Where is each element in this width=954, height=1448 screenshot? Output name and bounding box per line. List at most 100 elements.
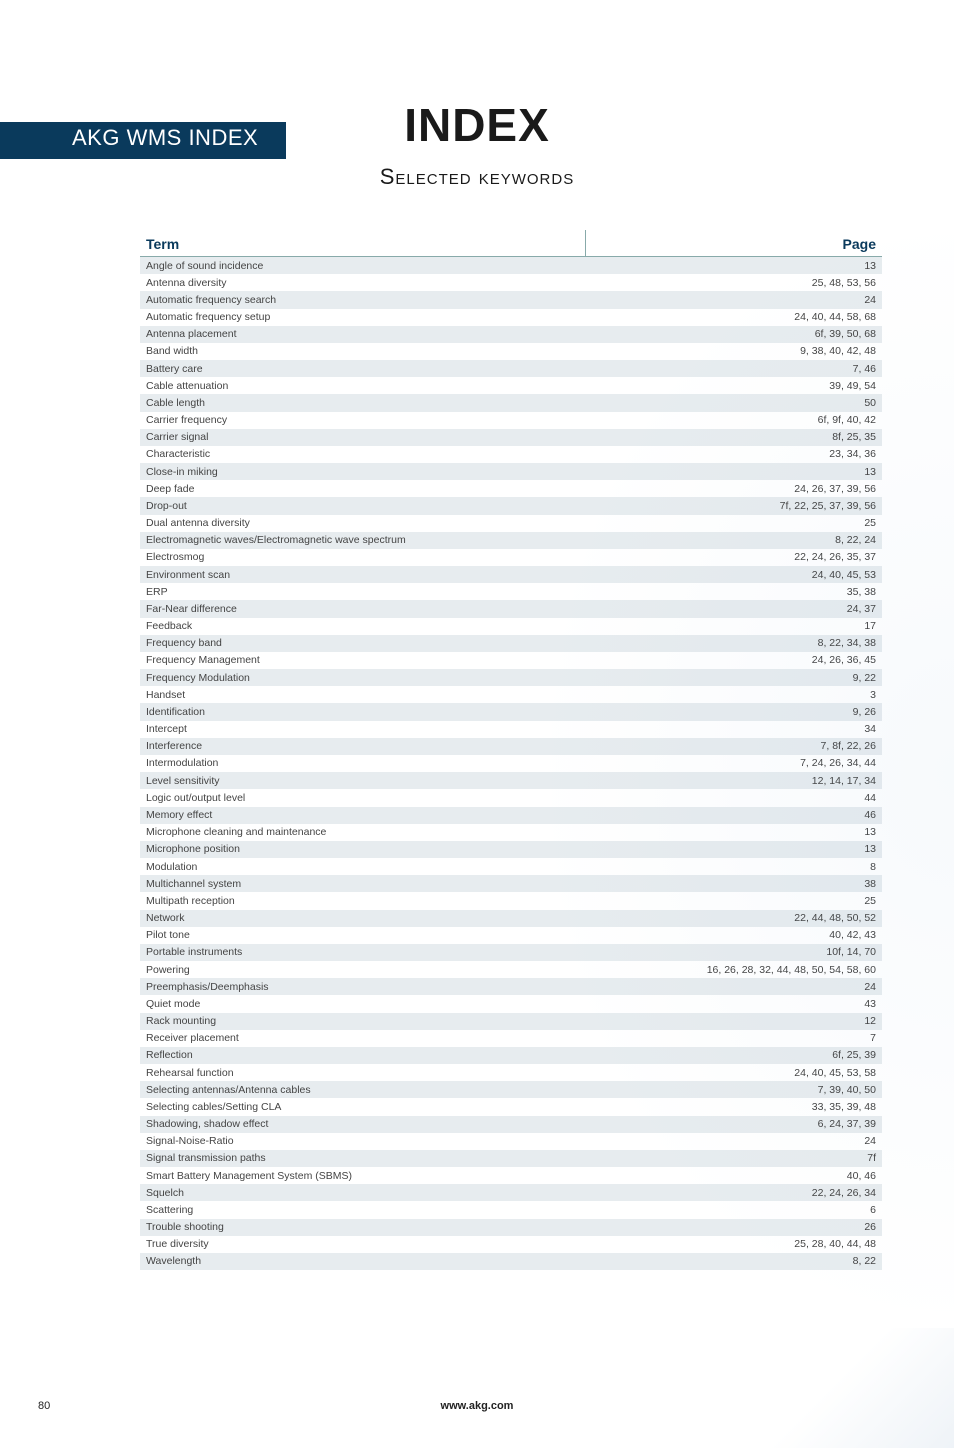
table-row: Signal-Noise-Ratio24 (140, 1133, 882, 1150)
term-cell: Drop-out (140, 497, 585, 514)
page-cell: 8, 22, 24 (585, 532, 882, 549)
term-cell: Signal-Noise-Ratio (140, 1133, 585, 1150)
table-row: Carrier frequency6f, 9f, 40, 42 (140, 412, 882, 429)
term-cell: Identification (140, 703, 585, 720)
table-row: Smart Battery Management System (SBMS)40… (140, 1167, 882, 1184)
table-row: Electrosmog22, 24, 26, 35, 37 (140, 549, 882, 566)
table-row: Trouble shooting26 (140, 1219, 882, 1236)
term-cell: Frequency Management (140, 652, 585, 669)
table-row: Logic out/output level44 (140, 789, 882, 806)
table-row: Frequency Management24, 26, 36, 45 (140, 652, 882, 669)
table-row: Shadowing, shadow effect6, 24, 37, 39 (140, 1116, 882, 1133)
term-cell: Rack mounting (140, 1013, 585, 1030)
page-cell: 6 (585, 1201, 882, 1218)
page-cell: 22, 44, 48, 50, 52 (585, 910, 882, 927)
table-row: Pilot tone40, 42, 43 (140, 927, 882, 944)
page-cell: 6, 24, 37, 39 (585, 1116, 882, 1133)
page-cell: 24, 26, 36, 45 (585, 652, 882, 669)
term-cell: Battery care (140, 360, 585, 377)
table-row: Microphone position13 (140, 841, 882, 858)
term-cell: Intercept (140, 721, 585, 738)
term-cell: Quiet mode (140, 995, 585, 1012)
table-row: Electromagnetic waves/Electromagnetic wa… (140, 532, 882, 549)
page-cell: 10f, 14, 70 (585, 944, 882, 961)
column-header-term: Term (140, 230, 585, 257)
term-cell: Intermodulation (140, 755, 585, 772)
table-row: Wavelength8, 22 (140, 1253, 882, 1270)
page-cell: 23, 34, 36 (585, 446, 882, 463)
table-row: True diversity25, 28, 40, 44, 48 (140, 1236, 882, 1253)
page-cell: 6f, 9f, 40, 42 (585, 412, 882, 429)
table-row: Intermodulation7, 24, 26, 34, 44 (140, 755, 882, 772)
table-row: Memory effect46 (140, 807, 882, 824)
table-row: Cable attenuation39, 49, 54 (140, 377, 882, 394)
page-cell: 24, 26, 37, 39, 56 (585, 480, 882, 497)
term-cell: Pilot tone (140, 927, 585, 944)
page-cell: 8, 22 (585, 1253, 882, 1270)
term-cell: Scattering (140, 1201, 585, 1218)
term-cell: Electrosmog (140, 549, 585, 566)
table-row: Interference7, 8f, 22, 26 (140, 738, 882, 755)
term-cell: Squelch (140, 1184, 585, 1201)
term-cell: Carrier signal (140, 429, 585, 446)
table-row: Portable instruments10f, 14, 70 (140, 944, 882, 961)
term-cell: Antenna diversity (140, 274, 585, 291)
table-row: Level sensitivity12, 14, 17, 34 (140, 772, 882, 789)
table-row: Selecting antennas/Antenna cables7, 39, … (140, 1081, 882, 1098)
term-cell: Automatic frequency search (140, 291, 585, 308)
page-cell: 22, 24, 26, 35, 37 (585, 549, 882, 566)
page-cell: 24, 37 (585, 600, 882, 617)
page-cell: 9, 26 (585, 703, 882, 720)
term-cell: Multichannel system (140, 875, 585, 892)
table-row: Selecting cables/Setting CLA33, 35, 39, … (140, 1098, 882, 1115)
footer-url: www.akg.com (0, 1400, 954, 1412)
page-cell: 22, 24, 26, 34 (585, 1184, 882, 1201)
page-cell: 9, 22 (585, 669, 882, 686)
table-row: Receiver placement7 (140, 1030, 882, 1047)
page-cell: 13 (585, 257, 882, 275)
page-cell: 7f (585, 1150, 882, 1167)
page-cell: 12, 14, 17, 34 (585, 772, 882, 789)
term-cell: Logic out/output level (140, 789, 585, 806)
term-cell: Microphone cleaning and maintenance (140, 824, 585, 841)
table-row: ERP35, 38 (140, 583, 882, 600)
page-cell: 8, 22, 34, 38 (585, 635, 882, 652)
term-cell: Cable length (140, 394, 585, 411)
page-cell: 40, 42, 43 (585, 927, 882, 944)
term-cell: Network (140, 910, 585, 927)
term-cell: Antenna placement (140, 326, 585, 343)
term-cell: Interference (140, 738, 585, 755)
page-cell: 12 (585, 1013, 882, 1030)
page-cell: 25 (585, 515, 882, 532)
page-cell: 7, 8f, 22, 26 (585, 738, 882, 755)
table-row: Environment scan24, 40, 45, 53 (140, 566, 882, 583)
term-cell: Reflection (140, 1047, 585, 1064)
index-table: Term Page Angle of sound incidence13Ante… (140, 230, 882, 1270)
table-row: Deep fade24, 26, 37, 39, 56 (140, 480, 882, 497)
term-cell: Dual antenna diversity (140, 515, 585, 532)
table-row: Far-Near difference24, 37 (140, 600, 882, 617)
term-cell: Deep fade (140, 480, 585, 497)
table-row: Identification9, 26 (140, 703, 882, 720)
table-row: Automatic frequency setup24, 40, 44, 58,… (140, 309, 882, 326)
term-cell: Signal transmission paths (140, 1150, 585, 1167)
term-cell: Level sensitivity (140, 772, 585, 789)
table-row: Network22, 44, 48, 50, 52 (140, 910, 882, 927)
term-cell: Far-Near difference (140, 600, 585, 617)
term-cell: Frequency band (140, 635, 585, 652)
corner-accent (704, 1328, 954, 1448)
table-row: Feedback17 (140, 618, 882, 635)
table-row: Carrier signal8f, 25, 35 (140, 429, 882, 446)
term-cell: True diversity (140, 1236, 585, 1253)
term-cell: ERP (140, 583, 585, 600)
term-cell: Rehearsal function (140, 1064, 585, 1081)
table-row: Cable length50 (140, 394, 882, 411)
page-cell: 33, 35, 39, 48 (585, 1098, 882, 1115)
page-cell: 34 (585, 721, 882, 738)
page-cell: 6f, 25, 39 (585, 1047, 882, 1064)
page-cell: 40, 46 (585, 1167, 882, 1184)
term-cell: Environment scan (140, 566, 585, 583)
table-row: Preemphasis/Deemphasis24 (140, 978, 882, 995)
term-cell: Handset (140, 686, 585, 703)
table-row: Battery care7, 46 (140, 360, 882, 377)
